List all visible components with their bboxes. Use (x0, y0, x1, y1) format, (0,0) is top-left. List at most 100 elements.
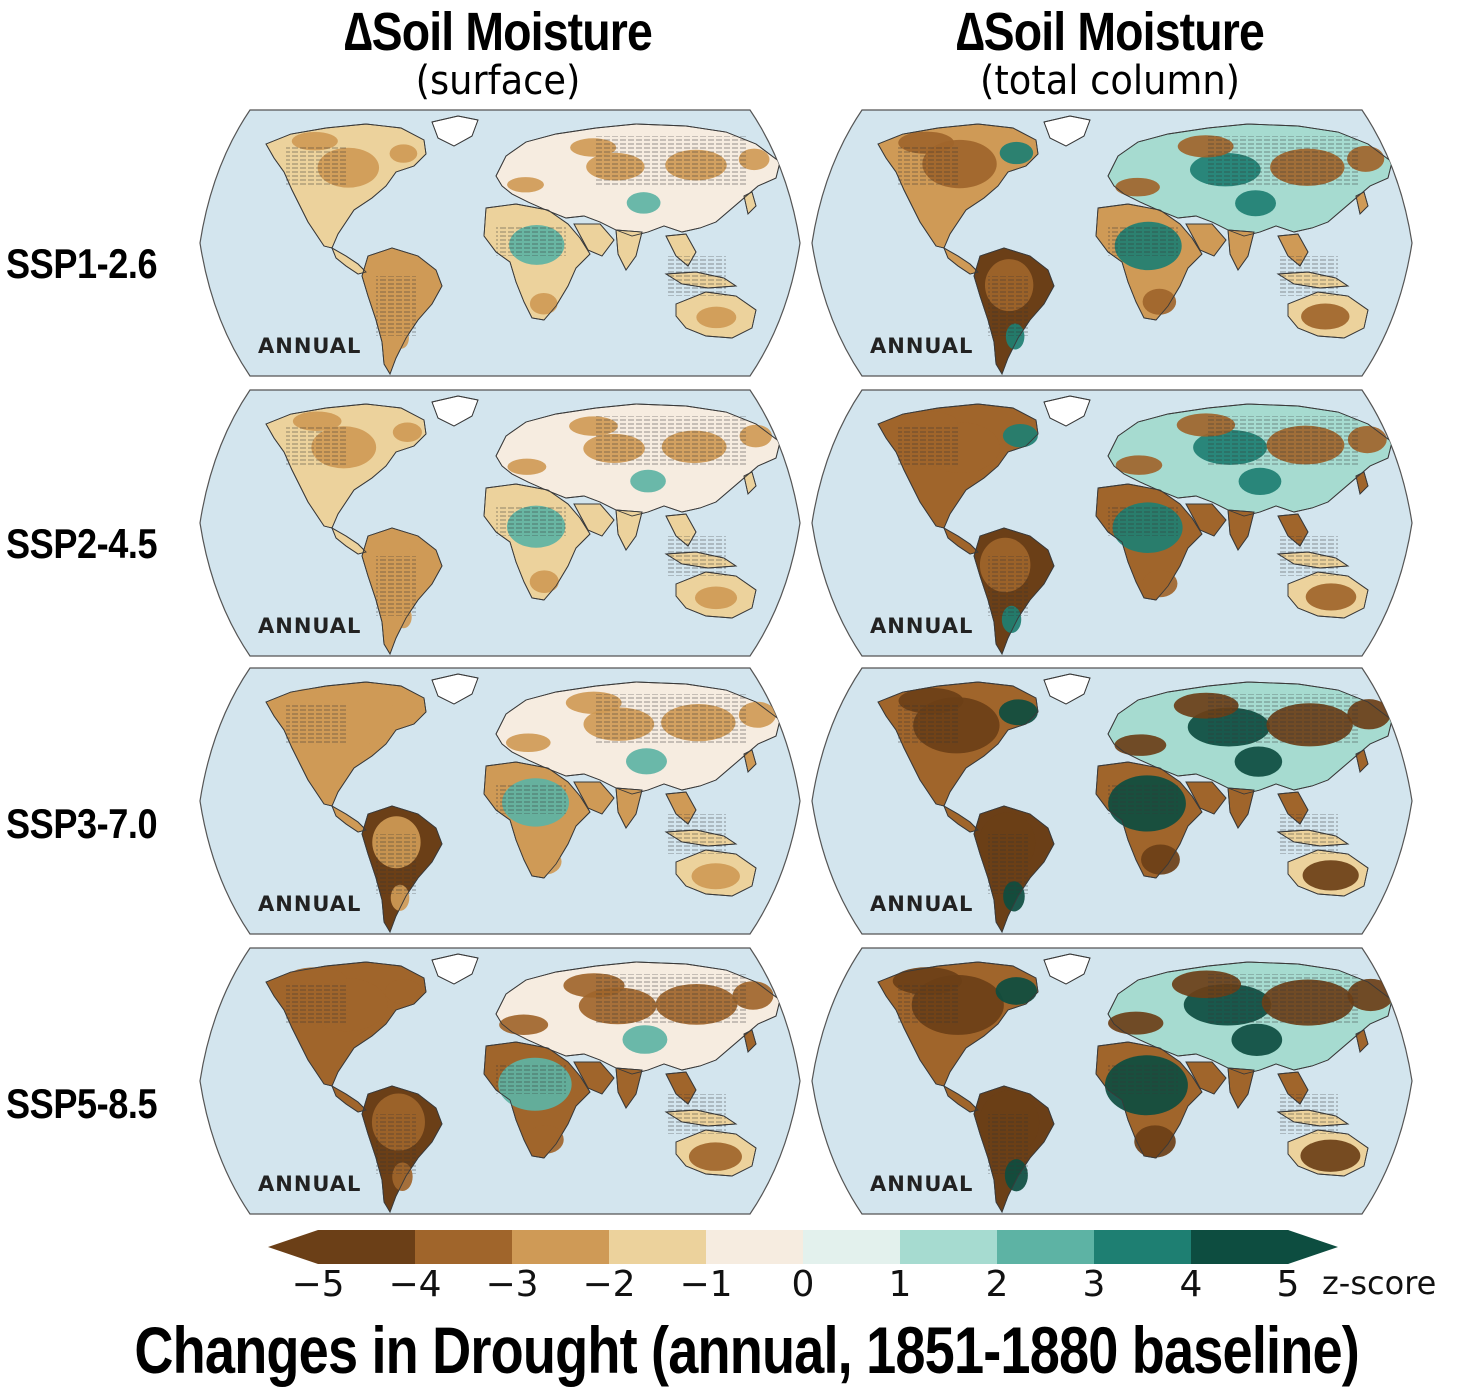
hatching (376, 1114, 416, 1174)
hatching (376, 276, 416, 336)
coastline (265, 961, 427, 1087)
coastline (615, 787, 643, 829)
map-panel: ANNUAL (808, 106, 1416, 380)
hatching (496, 1064, 566, 1094)
coastline (973, 527, 1055, 656)
colorbar-tick-label: −1 (679, 1264, 733, 1305)
coastline (1095, 1041, 1203, 1159)
drying-patch (527, 1125, 564, 1154)
coastline (1227, 1067, 1255, 1109)
hatching (1108, 784, 1178, 814)
colorbar-unit: z-score (1322, 1264, 1437, 1302)
drying-patch (1115, 455, 1163, 475)
hatching (988, 1114, 1028, 1174)
drying-patch (1305, 583, 1357, 611)
drying-patch (1301, 303, 1350, 330)
coastline (1043, 953, 1091, 985)
coastline (973, 247, 1055, 376)
coastline (615, 1067, 643, 1109)
coastline (1227, 509, 1255, 551)
colorbar-segment (1094, 1230, 1192, 1264)
coastline (1185, 503, 1227, 537)
panel-season-label: ANNUAL (870, 892, 974, 916)
coastline (1355, 749, 1369, 773)
drying-patch (1141, 844, 1180, 875)
coastline (361, 527, 443, 656)
coastline (675, 291, 757, 339)
wetting-patch (622, 1025, 668, 1054)
colorbar-tick-label: 5 (1276, 1264, 1300, 1305)
coastline (877, 681, 1039, 807)
coastline (664, 551, 738, 569)
panel-season-label: ANNUAL (258, 892, 362, 916)
land-newZealand (769, 1175, 783, 1197)
colorbar-tick-label: 4 (1179, 1264, 1203, 1305)
hatching (376, 834, 416, 894)
colorbar-tick-label: −3 (485, 1264, 539, 1305)
hatching (1278, 1094, 1338, 1134)
drying-patch (1108, 1011, 1164, 1035)
coastline (1276, 829, 1350, 847)
map-panel: ANNUAL (196, 944, 804, 1218)
coastline (743, 1029, 757, 1053)
coastline (431, 953, 479, 985)
coastline (1355, 1029, 1369, 1053)
hatching (496, 226, 566, 256)
map-panel: ANNUAL (808, 944, 1416, 1218)
coastline (361, 1085, 443, 1214)
coastline (675, 849, 757, 897)
colorbar (268, 1230, 1338, 1264)
coastline (1355, 471, 1369, 495)
drying-patch (1142, 570, 1178, 598)
land-newZealand (769, 895, 783, 917)
hatching (666, 1094, 726, 1134)
coastline (573, 503, 615, 537)
coastline (1381, 617, 1395, 639)
coastline (664, 829, 738, 847)
colorbar-tick-label: 3 (1082, 1264, 1106, 1305)
panel-season-label: ANNUAL (870, 334, 974, 358)
coastline (495, 961, 781, 1075)
hatching (898, 426, 958, 466)
hatching (666, 256, 726, 296)
panel-season-label: ANNUAL (870, 1172, 974, 1196)
world-map (811, 109, 1413, 377)
row-label-ssp2: SSP2-4.5 (6, 520, 158, 567)
coastline (1277, 513, 1309, 547)
coastline (573, 1061, 615, 1095)
coastline (769, 1175, 783, 1197)
coastline (1276, 1109, 1350, 1127)
hatching (988, 556, 1028, 616)
coastline (943, 526, 979, 555)
drying-patch (507, 458, 547, 475)
coastline (1355, 191, 1369, 215)
coastline (331, 804, 367, 833)
coastline (1287, 1129, 1369, 1177)
map-panel: ANNUAL (808, 386, 1416, 660)
drying-patch (291, 131, 338, 151)
panel-season-label: ANNUAL (258, 614, 362, 638)
wetting-patch (1238, 467, 1282, 496)
drying-patch (694, 586, 738, 610)
land-newZealand (1381, 617, 1395, 639)
figure-title: Changes in Drought (annual, 1851-1880 ba… (0, 1312, 1472, 1388)
world-map (199, 667, 801, 935)
coastline (1107, 961, 1393, 1075)
colorbar-segment (900, 1230, 998, 1264)
world-map (811, 667, 1413, 935)
coastline (943, 246, 979, 275)
coastline (1277, 791, 1309, 825)
coastline (1287, 849, 1369, 897)
coastline (495, 123, 781, 237)
coastline (665, 791, 697, 825)
wetting-patch (995, 977, 1038, 1005)
colorbar-segment (415, 1230, 513, 1264)
wetting-patch (626, 192, 661, 214)
coastline (1227, 229, 1255, 271)
hatching (1108, 1064, 1178, 1094)
colorbar-segment (318, 1230, 416, 1264)
drying-patch (507, 177, 544, 193)
drying-patch (1347, 699, 1391, 730)
wetting-patch (1235, 190, 1277, 217)
coastline (1185, 1061, 1227, 1095)
